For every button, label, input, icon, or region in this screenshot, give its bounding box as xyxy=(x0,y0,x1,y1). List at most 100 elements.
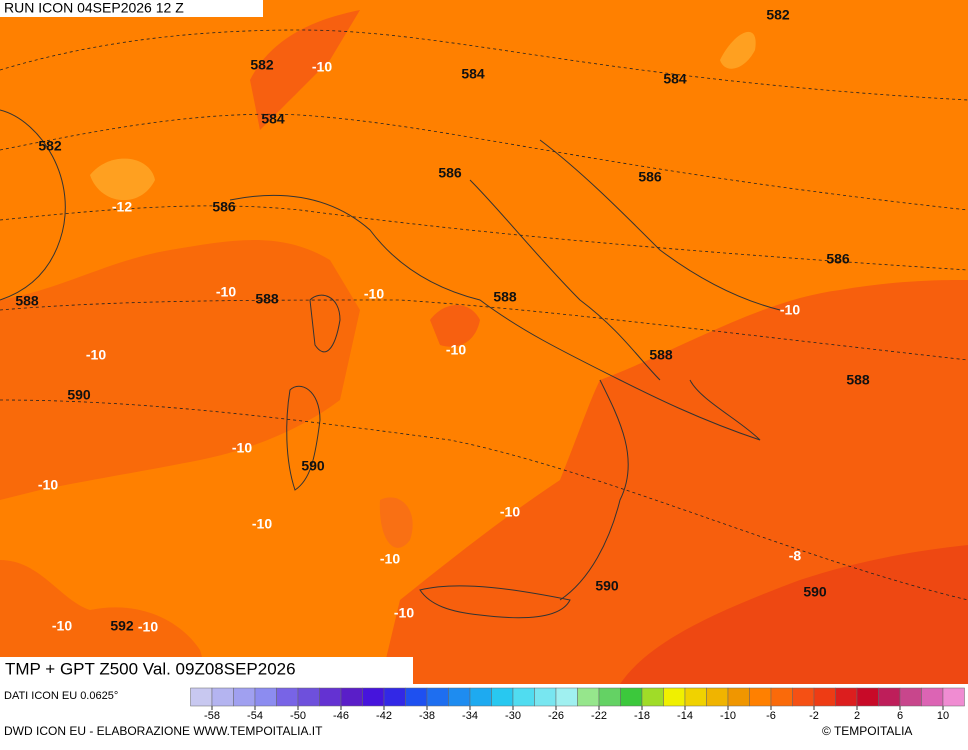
temperature-label: -8 xyxy=(789,548,802,564)
colorbar-swatch xyxy=(469,687,492,707)
colorbar-tick-label: -46 xyxy=(333,710,349,722)
colorbar-swatch xyxy=(835,687,858,707)
colorbar-swatch xyxy=(942,687,965,707)
colorbar-swatch xyxy=(491,687,514,707)
height-label: 586 xyxy=(438,165,462,181)
temperature-label: -12 xyxy=(112,199,132,215)
colorbar-swatch xyxy=(319,687,342,707)
height-label: 584 xyxy=(663,71,687,87)
colorbar-tick-label: -30 xyxy=(505,710,521,722)
temperature-label: -10 xyxy=(232,440,252,456)
colorbar-tick-label: -58 xyxy=(204,710,220,722)
map-title: TMP + GPT Z500 Val. 09Z08SEP2026 xyxy=(5,659,296,678)
temperature-label: -10 xyxy=(446,342,466,358)
height-label: 582 xyxy=(250,57,274,73)
colorbar-swatch xyxy=(620,687,643,707)
data-source: DATI ICON EU 0.0625° xyxy=(4,690,118,702)
colorbar-swatch xyxy=(749,687,772,707)
colorbar-swatch xyxy=(577,687,600,707)
temperature-label: -10 xyxy=(380,551,400,567)
colorbar-swatch xyxy=(276,687,299,707)
temperature-label: -10 xyxy=(138,619,158,635)
colorbar-tick-label: 2 xyxy=(854,710,860,722)
colorbar-swatch xyxy=(512,687,535,707)
colorbar-swatch xyxy=(921,687,944,707)
colorbar-swatch xyxy=(254,687,277,707)
height-label: 590 xyxy=(301,458,325,474)
temperature-label: -10 xyxy=(780,302,800,318)
colorbar-tick-label: -2 xyxy=(809,710,819,722)
colorbar-tick-label: -6 xyxy=(766,710,776,722)
height-label: 588 xyxy=(255,291,279,307)
colorbar-tick-label: -18 xyxy=(634,710,650,722)
title-box xyxy=(0,657,413,684)
height-label: 590 xyxy=(803,584,827,600)
colorbar-tick-label: -50 xyxy=(290,710,306,722)
temperature-label: -10 xyxy=(500,504,520,520)
height-label: 584 xyxy=(261,111,285,127)
temperature-label: -10 xyxy=(38,477,58,493)
colorbar-swatch xyxy=(706,687,729,707)
height-label: 592 xyxy=(110,618,134,634)
colorbar-swatch xyxy=(727,687,750,707)
colorbar-tick-label: -26 xyxy=(548,710,564,722)
colorbar-tick-label: -10 xyxy=(720,710,736,722)
colorbar-swatch xyxy=(534,687,557,707)
colorbar-tick-label: 6 xyxy=(897,710,903,722)
colorbar-swatch xyxy=(383,687,406,707)
colorbar-tick-label: -54 xyxy=(247,710,263,722)
colorbar-swatch xyxy=(211,687,234,707)
height-label: 588 xyxy=(493,289,517,305)
height-label: 584 xyxy=(461,66,485,82)
temperature-label: -10 xyxy=(216,284,236,300)
temperature-label: -10 xyxy=(86,347,106,363)
colorbar-swatch xyxy=(297,687,320,707)
temperature-label: -10 xyxy=(394,605,414,621)
colorbar-tick-label: -38 xyxy=(419,710,435,722)
colorbar-swatch xyxy=(362,687,385,707)
colorbar-swatch xyxy=(663,687,686,707)
brand: © TEMPOITALIA xyxy=(822,724,912,738)
colorbar-swatch xyxy=(878,687,901,707)
temperature-areas xyxy=(0,10,968,684)
colorbar-swatch xyxy=(233,687,256,707)
colorbar-swatch xyxy=(770,687,793,707)
colorbar-tick-label: -14 xyxy=(677,710,693,722)
colorbar-swatch xyxy=(684,687,707,707)
colorbar-tick-label: -34 xyxy=(462,710,478,722)
height-label: 588 xyxy=(649,347,673,363)
colorbar-tick-label: -22 xyxy=(591,710,607,722)
height-label: 582 xyxy=(38,138,62,154)
coastlines xyxy=(0,109,781,619)
colorbar-swatch xyxy=(899,687,922,707)
colorbar-swatch xyxy=(426,687,449,707)
height-label: 590 xyxy=(67,387,91,403)
temperature-label: -10 xyxy=(364,286,384,302)
credit: DWD ICON EU - ELABORAZIONE WWW.TEMPOITAL… xyxy=(4,724,323,738)
height-label: 588 xyxy=(846,372,870,388)
colorbar-swatch xyxy=(856,687,879,707)
run-label: RUN ICON 04SEP2026 12 Z xyxy=(4,0,184,16)
temperature-label: -10 xyxy=(52,618,72,634)
height-label: 590 xyxy=(595,578,619,594)
colorbar-swatch xyxy=(598,687,621,707)
colorbar-swatch xyxy=(190,687,213,707)
colorbar-swatch xyxy=(405,687,428,707)
colorbar-tick-label: 10 xyxy=(937,710,949,722)
colorbar-swatch xyxy=(813,687,836,707)
height-label: 586 xyxy=(826,251,850,267)
height-label: 582 xyxy=(766,7,790,23)
height-label: 586 xyxy=(212,199,236,215)
isohypses xyxy=(0,29,968,601)
colorbar-swatch xyxy=(448,687,471,707)
colorbar-swatch xyxy=(792,687,815,707)
run-box xyxy=(0,0,263,17)
temperature-label: -10 xyxy=(312,59,332,75)
colorbar-swatch xyxy=(340,687,363,707)
colorbar-swatch xyxy=(641,687,664,707)
colorbar-swatch xyxy=(555,687,578,707)
colorbar-tick-label: -42 xyxy=(376,710,392,722)
height-label: 586 xyxy=(638,169,662,185)
